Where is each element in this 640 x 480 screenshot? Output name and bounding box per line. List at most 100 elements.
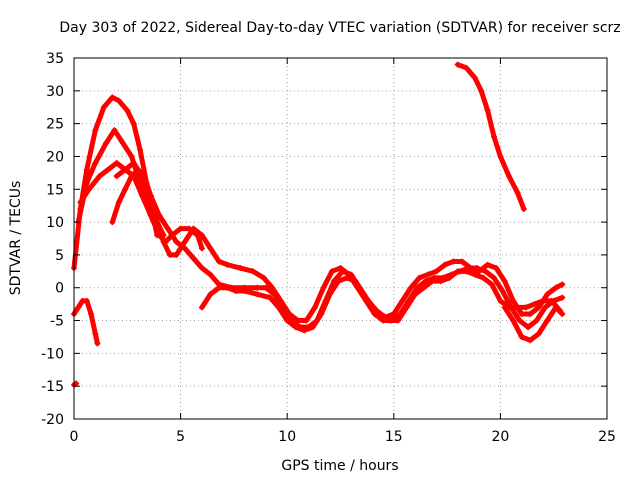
data-point-marker — [399, 297, 406, 304]
series-trace-7 — [501, 304, 566, 344]
data-point-marker — [446, 274, 453, 281]
data-point-marker — [352, 278, 359, 285]
y-tick-label: 0 — [55, 281, 64, 297]
data-point-marker — [102, 140, 109, 147]
y-tick-label: 35 — [46, 51, 64, 67]
data-point-marker — [215, 258, 222, 265]
data-point-marker — [493, 265, 500, 272]
data-point-marker — [403, 304, 410, 311]
data-point-marker — [92, 330, 99, 337]
data-point-marker — [467, 265, 474, 272]
data-point-marker — [254, 291, 261, 298]
data-point-marker — [154, 219, 161, 226]
data-point-marker — [454, 268, 461, 275]
data-point-marker — [548, 297, 555, 304]
data-point-marker — [488, 281, 495, 288]
data-point-marker — [335, 278, 342, 285]
data-point-marker — [113, 160, 120, 167]
data-point-marker — [535, 330, 542, 337]
data-point-marker — [424, 271, 431, 278]
data-point-marker — [109, 219, 116, 226]
data-point-marker — [83, 166, 90, 173]
series-line — [114, 160, 565, 330]
series-line — [75, 127, 167, 238]
data-point-marker — [237, 265, 244, 272]
data-point-marker — [111, 127, 118, 134]
data-point-marker — [115, 199, 122, 206]
data-point-marker — [540, 297, 547, 304]
data-point-marker — [476, 268, 483, 275]
data-point-marker — [309, 324, 316, 331]
data-series — [71, 61, 566, 388]
data-point-marker — [395, 317, 402, 324]
series-trace-8 — [71, 297, 101, 347]
data-point-marker — [166, 251, 173, 258]
data-point-marker — [190, 255, 197, 262]
data-point-marker — [181, 238, 188, 245]
data-point-marker — [459, 258, 466, 265]
y-tick-label: 15 — [46, 182, 64, 198]
data-point-marker — [463, 268, 470, 275]
data-point-marker — [328, 268, 335, 275]
data-point-marker — [177, 225, 184, 232]
data-point-marker — [94, 340, 101, 347]
series-line — [502, 304, 565, 343]
x-tick-label: 25 — [598, 429, 616, 445]
data-point-marker — [542, 304, 549, 311]
data-point-marker — [390, 310, 397, 317]
data-point-marker — [478, 87, 485, 94]
y-tick-label: 25 — [46, 117, 64, 133]
data-point-marker — [147, 192, 154, 199]
data-point-marker — [164, 225, 171, 232]
data-point-marker — [360, 291, 367, 298]
data-point-marker — [207, 245, 214, 252]
data-point-marker — [501, 278, 508, 285]
y-tick-label: -20 — [41, 412, 64, 428]
data-point-marker — [207, 291, 214, 298]
data-point-marker — [505, 173, 512, 180]
data-point-marker — [224, 284, 231, 291]
series-line — [455, 62, 527, 212]
data-point-marker — [559, 310, 566, 317]
data-point-marker — [437, 278, 444, 285]
data-point-marker — [156, 212, 163, 219]
data-point-marker — [471, 74, 478, 81]
data-point-marker — [497, 153, 504, 160]
data-point-marker — [441, 261, 448, 268]
data-point-marker — [96, 173, 103, 180]
data-point-marker — [533, 317, 540, 324]
data-point-marker — [254, 284, 261, 291]
data-point-marker — [339, 268, 346, 275]
data-point-marker — [463, 64, 470, 71]
data-point-marker — [484, 107, 491, 114]
data-point-marker — [83, 179, 90, 186]
data-point-marker — [233, 288, 240, 295]
data-point-marker — [433, 268, 440, 275]
data-point-marker — [198, 304, 205, 311]
data-point-marker — [497, 297, 504, 304]
data-point-marker — [326, 291, 333, 298]
data-point-marker — [83, 297, 90, 304]
data-point-marker — [181, 245, 188, 252]
x-tick-label: 15 — [385, 429, 403, 445]
data-point-marker — [420, 284, 427, 291]
y-axis-label: SDTVAR / TECUs — [8, 181, 24, 296]
y-tick-label: -10 — [41, 346, 64, 362]
data-point-marker — [198, 265, 205, 272]
data-point-marker — [510, 297, 517, 304]
data-point-marker — [124, 107, 131, 114]
data-point-marker — [522, 304, 529, 311]
data-point-marker — [311, 304, 318, 311]
data-point-marker — [535, 304, 542, 311]
data-point-marker — [343, 274, 350, 281]
data-point-marker — [416, 274, 423, 281]
y-tick-label: 30 — [46, 84, 64, 100]
data-point-marker — [109, 94, 116, 101]
data-point-marker — [499, 288, 506, 295]
data-point-marker — [552, 284, 559, 291]
data-point-marker — [318, 310, 325, 317]
data-point-marker — [128, 153, 135, 160]
data-point-marker — [491, 133, 498, 140]
data-point-marker — [471, 271, 478, 278]
